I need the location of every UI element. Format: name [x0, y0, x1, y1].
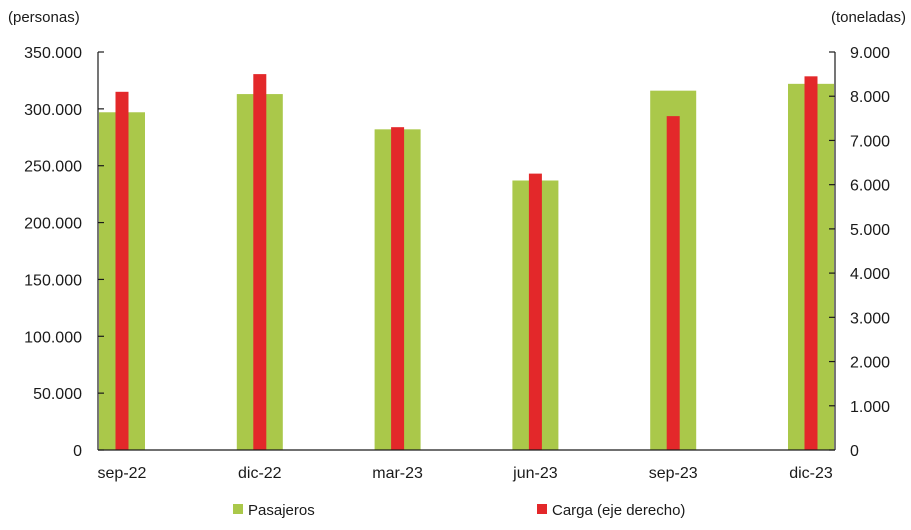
right-tick-label: 3.000: [850, 310, 890, 327]
category-labels: sep-22 dic-22 mar-23 jun-23 sep-23 dic-23: [98, 465, 833, 482]
x-tick-label: mar-23: [372, 465, 423, 482]
left-tick-label: 250.000: [24, 159, 82, 176]
bar-carga-mar-23: [391, 127, 405, 450]
right-tick-label: 9.000: [850, 45, 890, 62]
x-tick-label: sep-22: [98, 465, 147, 482]
bar-carga-dic-22: [253, 74, 267, 450]
right-axis-unit-label: (toneladas): [831, 9, 906, 26]
left-tick-label: 50.000: [33, 386, 82, 403]
left-tick-label: 150.000: [24, 272, 82, 289]
x-tick-label: sep-23: [649, 465, 698, 482]
legend: Pasajeros Carga (eje derecho): [233, 502, 685, 519]
right-axis-ticks: 0 1.000 2.000 3.000 4.000 5.000 6.000 7.000 8.00…: [829, 45, 890, 460]
legend-label-carga: Carga (eje derecho): [552, 502, 685, 519]
bar-carga-sep-22: [115, 91, 129, 451]
bars-layer: [99, 74, 834, 451]
x-tick-label: dic-23: [789, 465, 833, 482]
left-tick-label: 100.000: [24, 329, 82, 346]
right-tick-label: 6.000: [850, 178, 890, 195]
bar-carga-jun-23: [528, 173, 542, 450]
bar-carga-dic-23: [804, 76, 818, 451]
right-tick-label: 2.000: [850, 355, 890, 372]
left-tick-label: 200.000: [24, 216, 82, 233]
x-tick-label: jun-23: [512, 465, 558, 482]
legend-swatch-pasajeros: [233, 504, 243, 514]
left-tick-label: 350.000: [24, 45, 82, 62]
left-tick-label: 0: [73, 443, 82, 460]
left-tick-label: 300.000: [24, 102, 82, 119]
left-axis-ticks: 0 50.000 100.000 150.000 200.000 250.000 300.0…: [24, 45, 104, 460]
right-tick-label: 0: [850, 443, 859, 460]
x-tick-label: dic-22: [238, 465, 282, 482]
bar-carga-sep-23: [666, 116, 680, 450]
right-tick-label: 4.000: [850, 266, 890, 283]
right-tick-label: 8.000: [850, 89, 890, 106]
right-tick-label: 7.000: [850, 133, 890, 150]
legend-label-pasajeros: Pasajeros: [248, 502, 315, 519]
legend-item-carga: Carga (eje derecho): [537, 502, 685, 519]
left-axis-unit-label: (personas): [8, 9, 80, 26]
axes-layer: [97, 52, 836, 451]
legend-swatch-carga: [537, 504, 547, 514]
right-tick-label: 1.000: [850, 399, 890, 416]
right-tick-label: 5.000: [850, 222, 890, 239]
legend-item-pasajeros: Pasajeros: [233, 502, 315, 519]
